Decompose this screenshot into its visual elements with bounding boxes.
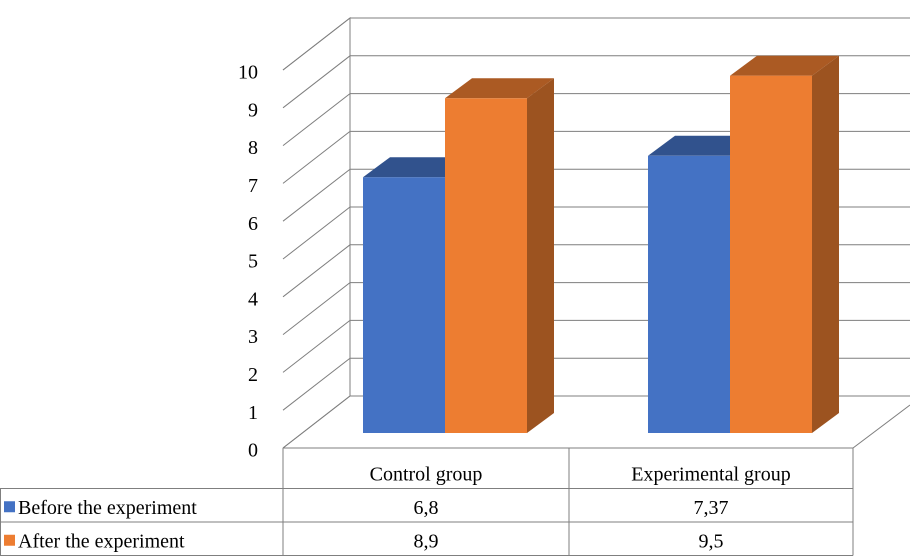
y-tick-label: 2 bbox=[248, 364, 258, 386]
data-label: 9,5 bbox=[699, 530, 724, 552]
bar bbox=[445, 98, 527, 434]
y-tick-label: 10 bbox=[238, 62, 258, 84]
bar-top bbox=[363, 157, 472, 178]
bar-top bbox=[730, 55, 839, 76]
y-tick-label: 9 bbox=[248, 99, 258, 121]
x-tick-label: Experimental group bbox=[631, 463, 790, 485]
grid-line bbox=[282, 17, 910, 71]
bar bbox=[648, 155, 730, 433]
y-tick-label: 8 bbox=[248, 137, 258, 159]
grid-line bbox=[282, 93, 910, 146]
y-tick-label: 6 bbox=[248, 213, 258, 235]
y-tick-label: 5 bbox=[248, 251, 258, 273]
y-tick-label: 7 bbox=[248, 175, 258, 197]
bar bbox=[730, 75, 812, 434]
bar bbox=[363, 177, 445, 433]
legend-label: Before the experiment bbox=[18, 497, 197, 519]
data-label: 8,9 bbox=[414, 530, 439, 552]
y-tick-label: 3 bbox=[248, 326, 258, 348]
bar-top bbox=[445, 78, 554, 99]
data-label: 7,37 bbox=[694, 497, 729, 519]
y-tick-label: 4 bbox=[248, 288, 258, 310]
bar-top bbox=[648, 135, 757, 156]
bar-side bbox=[812, 55, 839, 434]
legend-swatch bbox=[4, 534, 15, 546]
legend-label: After the experiment bbox=[18, 530, 185, 552]
y-tick-label: 1 bbox=[248, 402, 258, 424]
y-tick-label: 0 bbox=[248, 440, 258, 462]
data-label: 6,8 bbox=[414, 497, 439, 519]
legend-swatch bbox=[4, 501, 15, 513]
grid-line bbox=[282, 55, 910, 109]
bar-side bbox=[527, 78, 554, 434]
x-tick-label: Control group bbox=[370, 463, 483, 485]
grid-line bbox=[282, 130, 910, 184]
